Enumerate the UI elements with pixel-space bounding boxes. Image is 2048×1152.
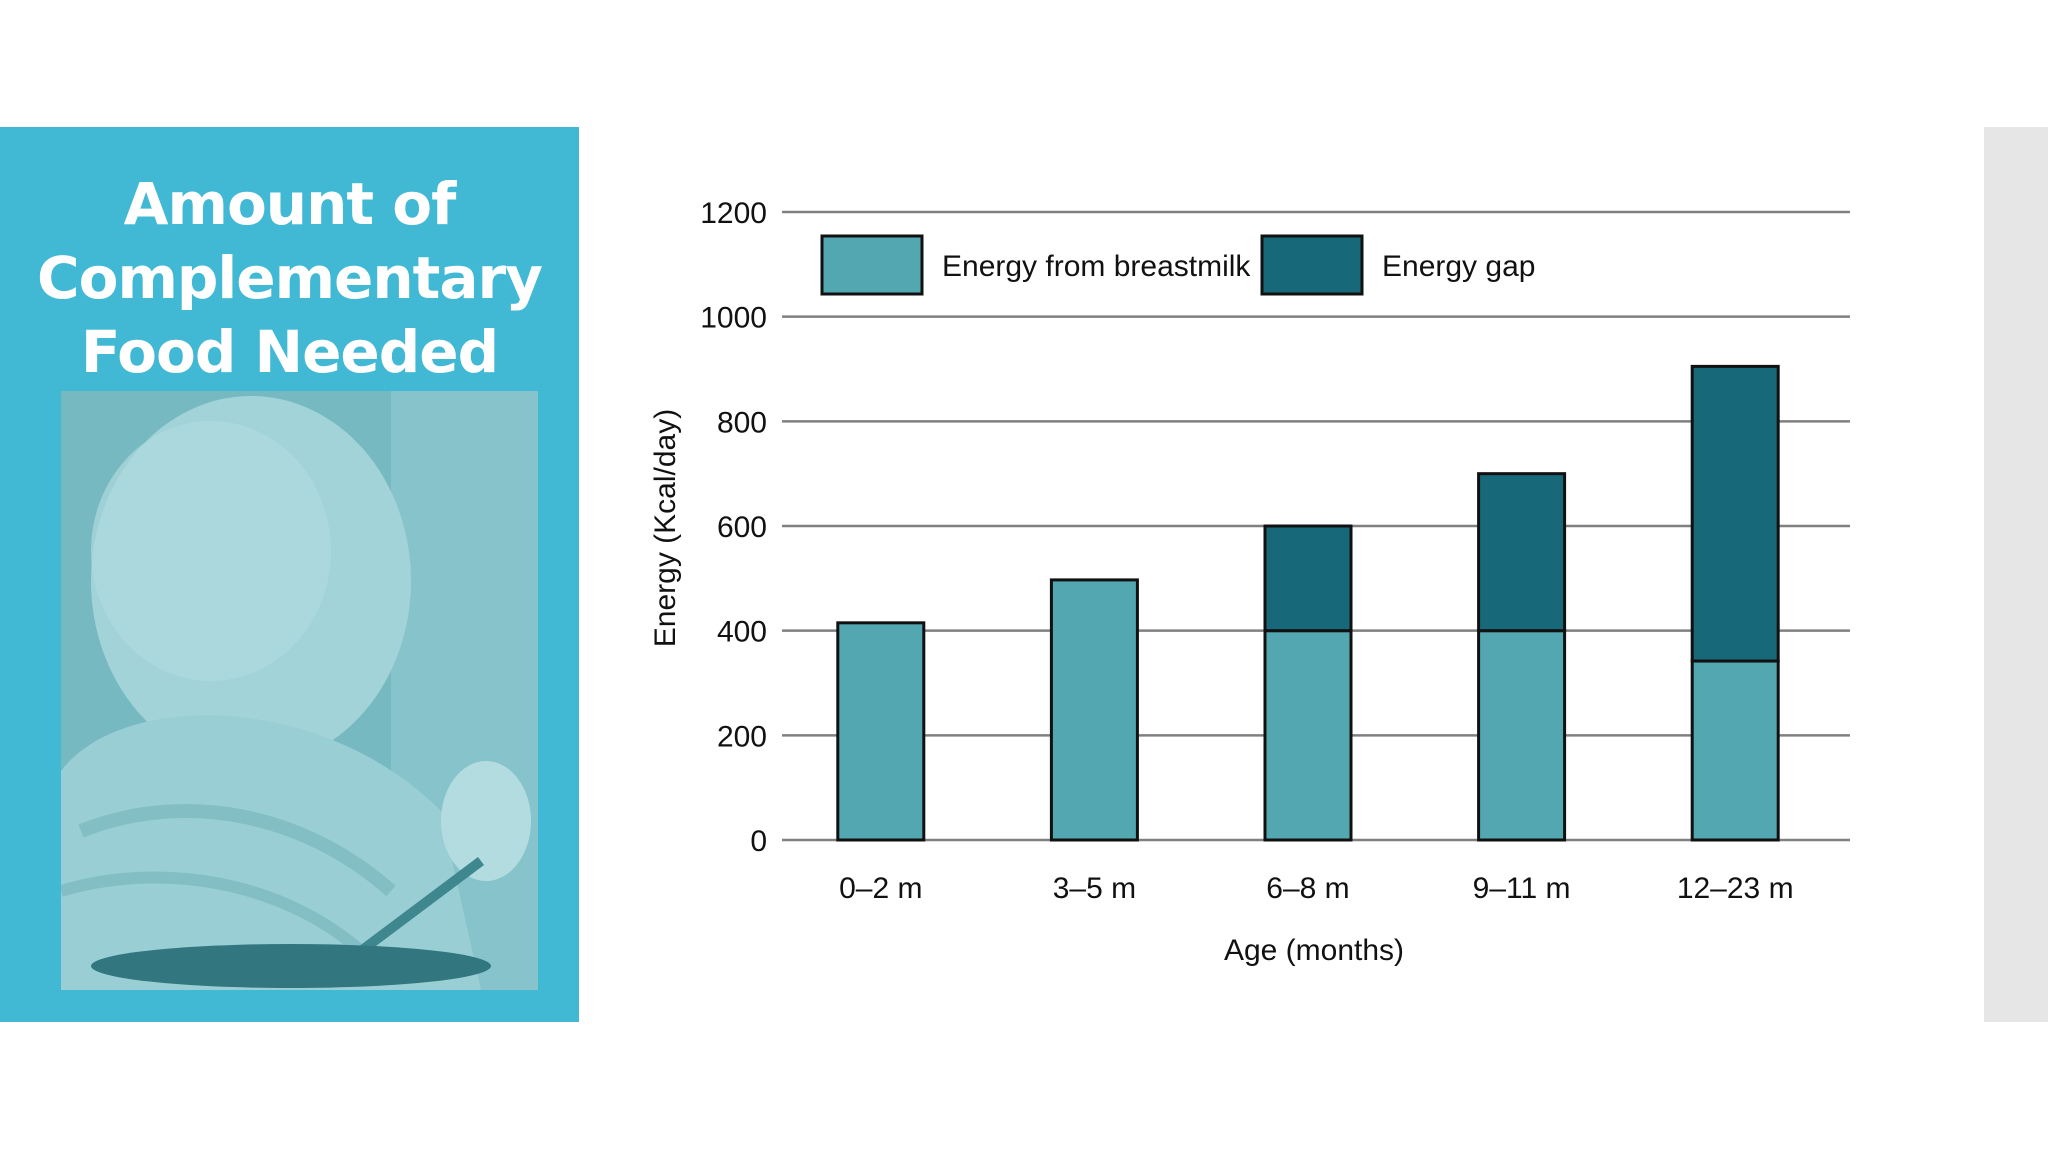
- photo-illustration: [61, 391, 538, 990]
- y-tick-label: 0: [750, 825, 767, 858]
- y-tick-labels: 0 200 400 600 800 1000 1200: [700, 197, 767, 858]
- y-tick-label: 200: [717, 720, 767, 753]
- title-panel: Amount of Complementary Food Needed: [0, 127, 579, 1022]
- legend-swatch-energy-gap: [1260, 234, 1364, 296]
- bar-energy-gap: [1690, 364, 1780, 663]
- x-tick-labels: 0–2 m 3–5 m 6–8 m 9–11 m 12–23 m: [839, 872, 1793, 905]
- bar-breastmilk: [1263, 629, 1353, 842]
- y-tick-label: 400: [717, 616, 767, 649]
- y-tick-label: 600: [717, 511, 767, 544]
- slide-edge-strip: [1984, 127, 2048, 1022]
- legend-swatch-breastmilk: [820, 234, 924, 296]
- bar-energy-gap: [1477, 472, 1567, 633]
- baby-eating-photo: [61, 391, 538, 990]
- legend-label-breastmilk: Energy from breastmilk: [942, 250, 1251, 283]
- x-tick-label: 0–2 m: [839, 872, 922, 905]
- y-tick-label: 1200: [700, 197, 767, 230]
- bar-breastmilk: [1477, 629, 1567, 842]
- slide-title: Amount of Complementary Food Needed: [37, 170, 543, 386]
- energy-chart: 0 200 400 600 800 1000 1200 0–2 m 3–5 m 6–8 m 9–1…: [620, 170, 1920, 1010]
- bars: [836, 364, 1780, 842]
- bar-energy-gap: [1263, 524, 1353, 633]
- legend: Energy from breastmilk Energy gap: [820, 234, 1535, 296]
- chart-svg: 0 200 400 600 800 1000 1200 0–2 m 3–5 m 6–8 m 9–1…: [649, 197, 1850, 967]
- x-tick-label: 9–11 m: [1473, 872, 1571, 905]
- bar-breastmilk: [1690, 659, 1780, 842]
- legend-label-energy-gap: Energy gap: [1382, 250, 1535, 283]
- y-axis-label: Energy (Kcal/day): [649, 409, 682, 647]
- bar-breastmilk: [1049, 578, 1139, 842]
- y-tick-label: 1000: [700, 302, 767, 335]
- bar-breastmilk: [836, 621, 926, 842]
- x-tick-label: 6–8 m: [1266, 872, 1349, 905]
- y-tick-label: 800: [717, 406, 767, 439]
- x-axis-label: Age (months): [1224, 934, 1404, 967]
- x-tick-label: 3–5 m: [1053, 872, 1136, 905]
- x-tick-label: 12–23 m: [1677, 872, 1794, 905]
